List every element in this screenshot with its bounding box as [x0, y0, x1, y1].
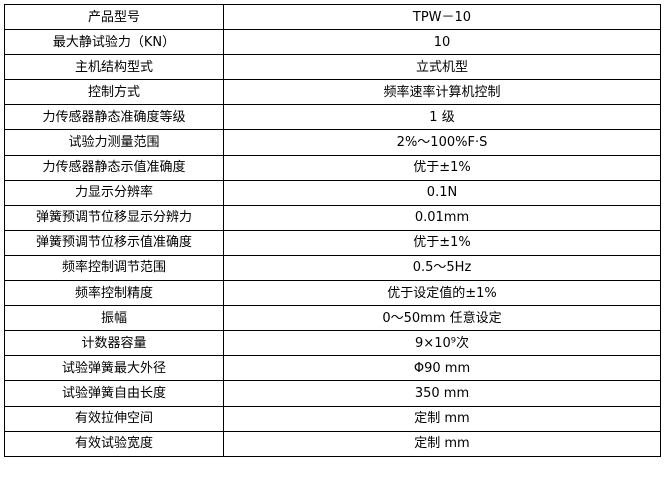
- spec-value: 1 级: [223, 104, 661, 131]
- table-row: 试验弹簧自由长度 350 mm: [4, 380, 661, 407]
- spec-value: 350 mm: [223, 380, 661, 407]
- spec-label: 产品型号: [4, 3, 224, 31]
- spec-value: 0.1N: [223, 179, 661, 206]
- table-row: 有效试验宽度 定制 mm: [4, 430, 661, 457]
- spec-value: 定制 mm: [223, 405, 661, 432]
- table-row: 力传感器静态示值准确度 优于±1%: [4, 154, 661, 181]
- spec-label: 频率控制调节范围: [4, 254, 224, 282]
- table-row: 试验力测量范围 2%～100%F·S: [4, 129, 661, 156]
- spec-value: Φ90 mm: [223, 355, 661, 382]
- spec-label: 力传感器静态示值准确度: [4, 154, 224, 181]
- spec-label: 力传感器静态准确度等级: [4, 104, 224, 131]
- table-row: 计数器容量 9×10⁹次: [4, 330, 661, 357]
- spec-table: 产品型号 TPW－10 最大静试验力（KN） 10 主机结构型式 立式机型 控制方式 频率速率…: [4, 3, 661, 457]
- spec-label: 有效拉伸空间: [4, 405, 224, 432]
- spec-value: 立式机型: [223, 54, 661, 81]
- spec-value: 0.01mm: [223, 204, 661, 231]
- spec-label: 最大静试验力（KN）: [4, 29, 224, 56]
- spec-label: 力显示分辨率: [4, 179, 224, 206]
- spec-label: 试验弹簧最大外径: [4, 355, 224, 382]
- spec-value: 优于±1%: [223, 154, 661, 181]
- spec-label: 主机结构型式: [4, 54, 224, 81]
- spec-value: 频率速率计算机控制: [223, 79, 661, 106]
- spec-value: 10: [223, 29, 661, 56]
- table-row: 力传感器静态准确度等级 1 级: [4, 104, 661, 131]
- spec-value: 优于±1%: [223, 229, 661, 256]
- table-row: 振幅 0～50mm 任意设定: [4, 305, 661, 332]
- table-row: 频率控制调节范围 0.5～5Hz: [4, 254, 661, 282]
- table-row: 最大静试验力（KN） 10: [4, 29, 661, 56]
- table-row: 有效拉伸空间 定制 mm: [4, 405, 661, 432]
- spec-label: 频率控制精度: [4, 280, 224, 307]
- spec-label: 控制方式: [4, 79, 224, 106]
- spec-value: 0.5～5Hz: [223, 254, 661, 282]
- spec-label: 弹簧预调节位移显示分辨力: [4, 204, 224, 231]
- spec-label: 试验弹簧自由长度: [4, 380, 224, 407]
- spec-value: 优于设定值的±1%: [223, 280, 661, 307]
- spec-value: 定制 mm: [223, 430, 661, 457]
- spec-label: 弹簧预调节位移示值准确度: [4, 229, 224, 256]
- table-row: 主机结构型式 立式机型: [4, 54, 661, 81]
- spec-label: 试验力测量范围: [4, 129, 224, 156]
- spec-value: 9×10⁹次: [223, 330, 661, 357]
- spec-value: TPW－10: [223, 3, 661, 31]
- table-row: 频率控制精度 优于设定值的±1%: [4, 280, 661, 307]
- table-row: 试验弹簧最大外径 Φ90 mm: [4, 355, 661, 382]
- spec-value: 0～50mm 任意设定: [223, 305, 661, 332]
- spec-value: 2%～100%F·S: [223, 129, 661, 156]
- spec-label: 有效试验宽度: [4, 430, 224, 457]
- spec-label: 计数器容量: [4, 330, 224, 357]
- table-row: 控制方式 频率速率计算机控制: [4, 79, 661, 106]
- table-row: 弹簧预调节位移显示分辨力 0.01mm: [4, 204, 661, 231]
- table-row: 力显示分辨率 0.1N: [4, 179, 661, 206]
- spec-label: 振幅: [4, 305, 224, 332]
- table-row: 弹簧预调节位移示值准确度 优于±1%: [4, 229, 661, 256]
- table-row: 产品型号 TPW－10: [4, 3, 661, 31]
